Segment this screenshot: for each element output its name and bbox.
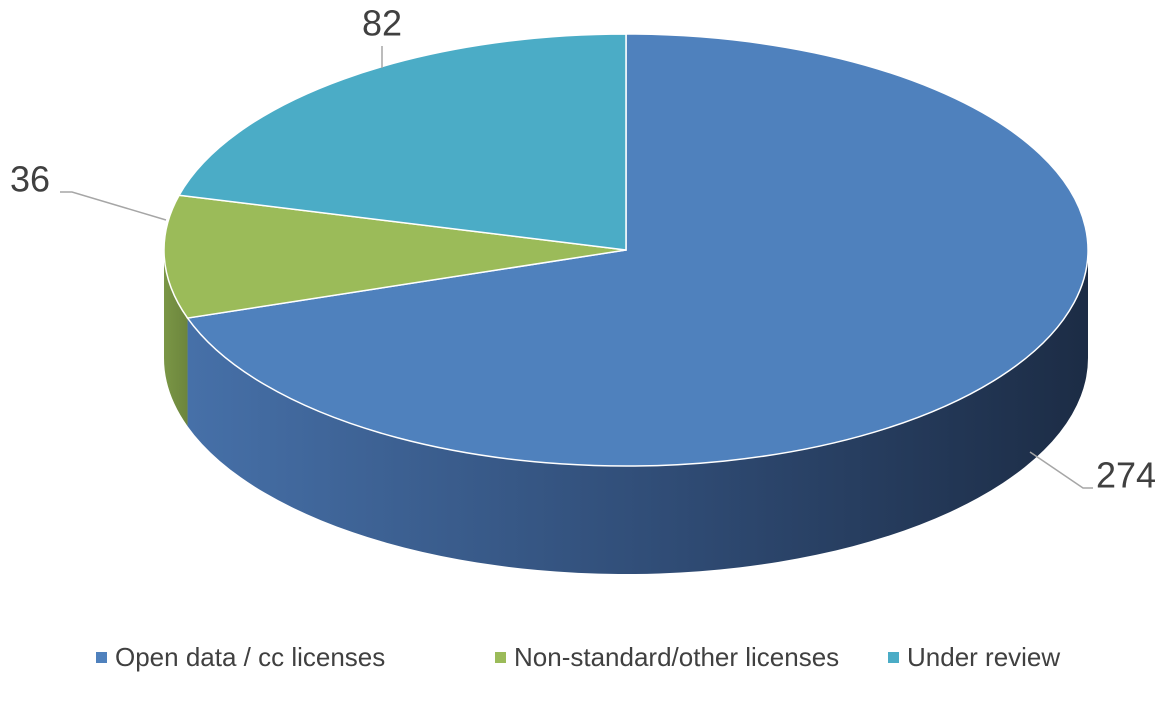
leader-line [1029,451,1093,489]
legend-label: Under review [907,642,1060,672]
legend-swatch [495,652,506,663]
slice [177,33,627,251]
legend-swatch [888,652,899,663]
legend-label: Non-standard/other licenses [514,642,839,672]
legend-swatch [96,652,107,663]
leader-line [60,191,167,221]
slice [163,194,627,319]
slice [186,33,1089,467]
slice-side [187,250,1088,574]
data-label: 274 [1096,455,1156,496]
data-label: 36 [10,159,50,200]
slice-side [164,250,188,427]
legend-label: Open data / cc licenses [115,642,385,672]
data-label: 82 [362,3,402,44]
